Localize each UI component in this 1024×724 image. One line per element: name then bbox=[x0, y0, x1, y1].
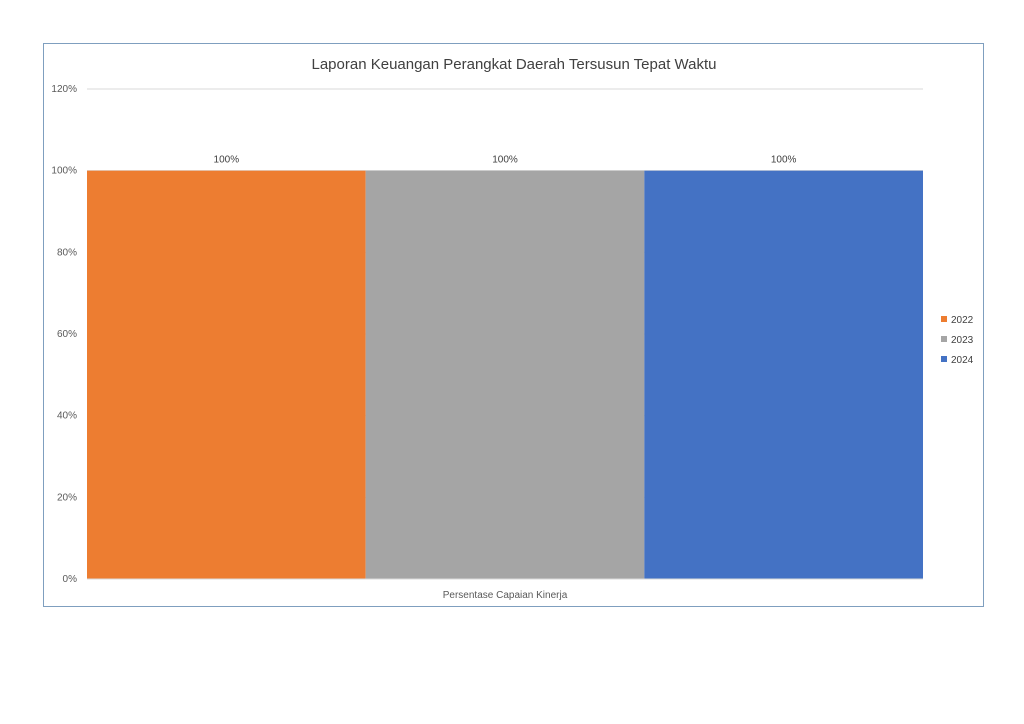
chart-title: Laporan Keuangan Perangkat Daerah Tersus… bbox=[312, 56, 717, 73]
y-tick-label: 0% bbox=[63, 574, 78, 585]
y-tick-label: 100% bbox=[51, 166, 77, 177]
legend-swatch-2024 bbox=[941, 356, 947, 362]
legend-label-2022: 2022 bbox=[951, 315, 974, 326]
bars bbox=[87, 170, 923, 579]
data-labels: 100% 100% 100% bbox=[214, 155, 797, 166]
data-label-2024: 100% bbox=[771, 155, 797, 166]
bar-chart: Laporan Keuangan Perangkat Daerah Tersus… bbox=[51, 56, 974, 601]
legend-swatch-2023 bbox=[941, 336, 947, 342]
y-tick-label: 20% bbox=[57, 492, 77, 503]
bar-2024 bbox=[644, 170, 923, 579]
chart-frame: Laporan Keuangan Perangkat Daerah Tersus… bbox=[43, 43, 984, 607]
bar-2023 bbox=[365, 170, 645, 579]
legend-label-2023: 2023 bbox=[951, 335, 974, 346]
y-axis-ticks: 0% 20% 40% 60% 80% 100% 120% bbox=[51, 84, 77, 585]
data-label-2023: 100% bbox=[492, 155, 518, 166]
bar-2022 bbox=[87, 170, 366, 579]
data-label-2022: 100% bbox=[214, 155, 240, 166]
y-tick-label: 120% bbox=[51, 84, 77, 95]
y-tick-label: 80% bbox=[57, 247, 77, 258]
y-tick-label: 40% bbox=[57, 411, 77, 422]
x-category-label: Persentase Capaian Kinerja bbox=[443, 590, 568, 601]
y-tick-label: 60% bbox=[57, 329, 77, 340]
legend: 2022 2023 2024 bbox=[941, 315, 974, 366]
legend-swatch-2022 bbox=[941, 316, 947, 322]
legend-label-2024: 2024 bbox=[951, 355, 974, 366]
